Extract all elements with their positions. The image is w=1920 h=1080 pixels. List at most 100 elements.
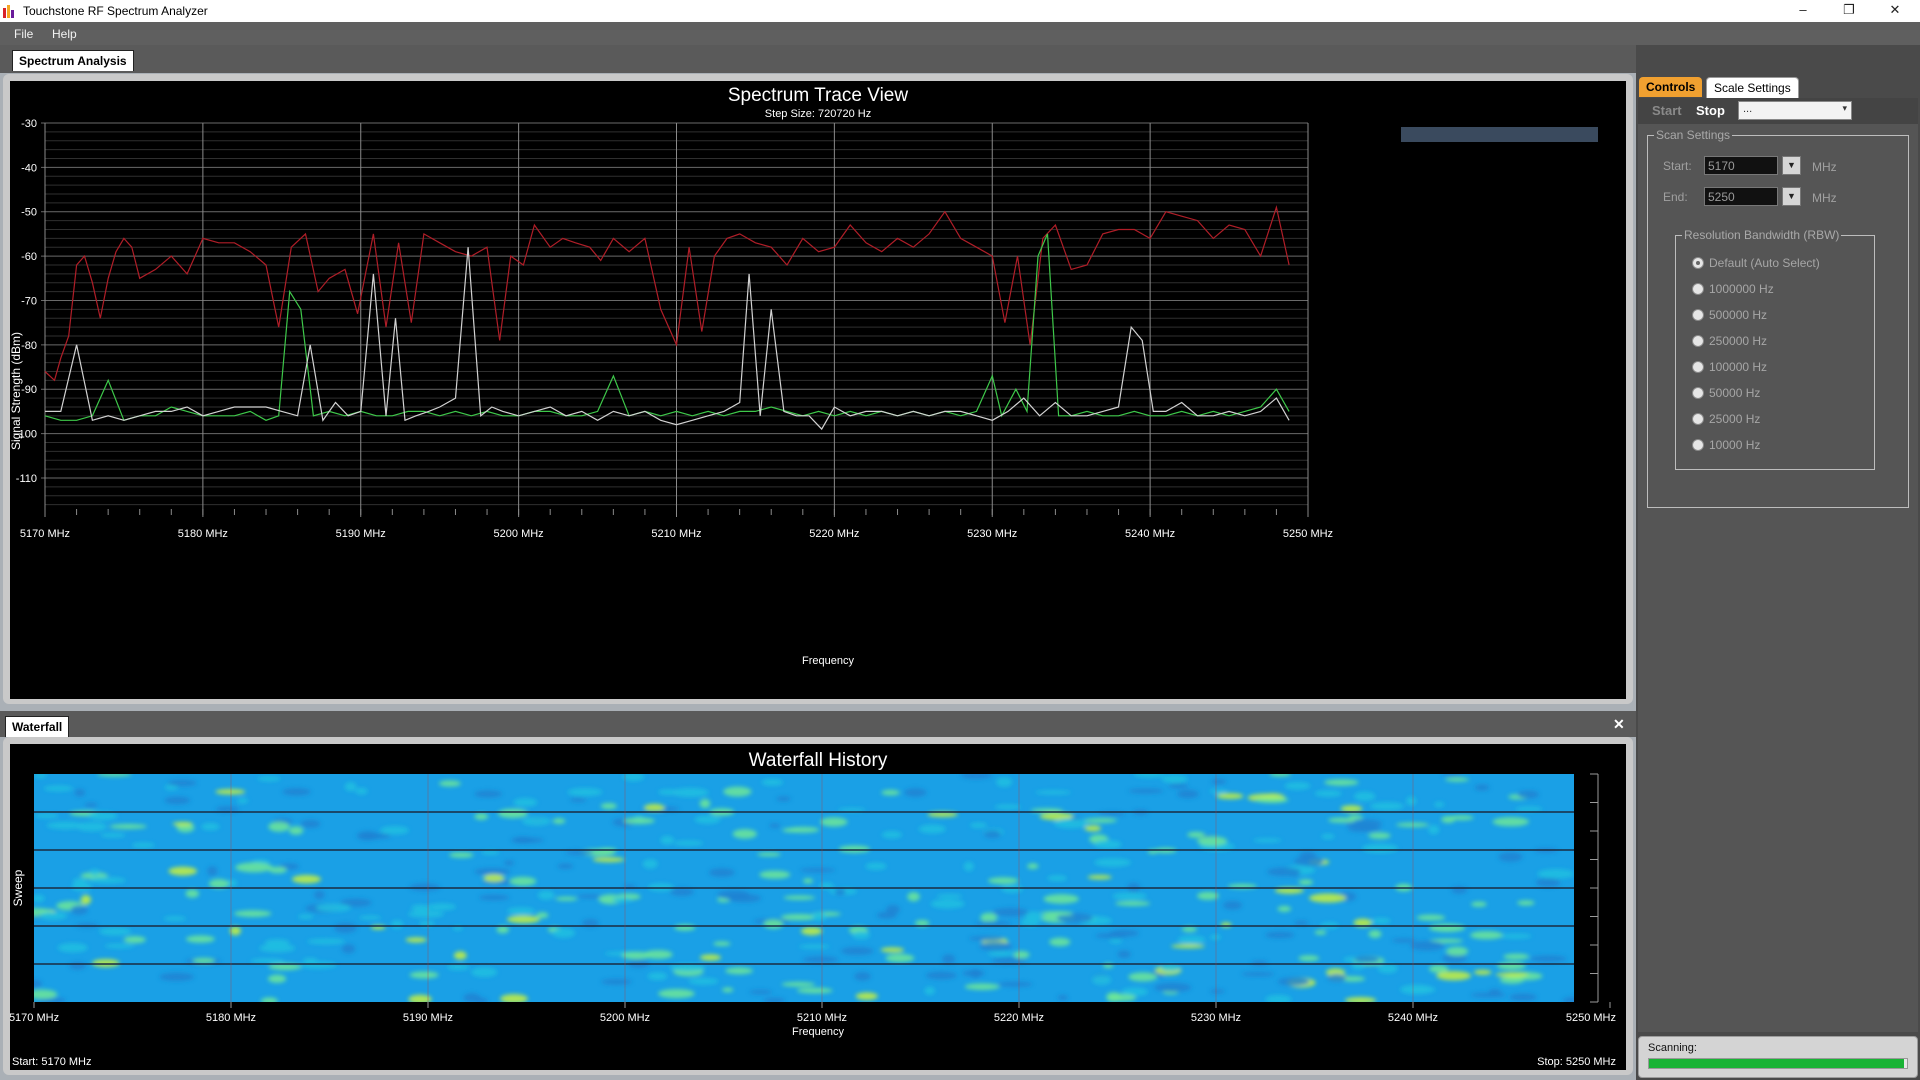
radio-dot[interactable]	[1692, 439, 1704, 451]
heatmap-cell	[1177, 789, 1199, 799]
heatmap-cell	[567, 788, 603, 797]
heatmap-cell	[1298, 879, 1314, 886]
heatmap-cell	[167, 779, 197, 787]
heatmap-cell	[537, 890, 555, 900]
heatmap-cell	[1251, 960, 1268, 966]
radio-dot[interactable]	[1692, 387, 1704, 399]
heatmap-cell	[1344, 997, 1377, 1002]
scan-status-panel: Scanning:	[1638, 1036, 1918, 1078]
radio-dot[interactable]	[1692, 257, 1704, 269]
heatmap-cell	[300, 819, 321, 828]
heatmap-cell	[34, 813, 59, 819]
menu-file[interactable]: File	[14, 27, 34, 41]
heatmap-cell	[510, 837, 544, 843]
x-tick-label: 5250 MHz	[1283, 528, 1333, 540]
heatmap-cell	[70, 905, 88, 915]
tab-scale-settings[interactable]: Scale Settings	[1706, 77, 1799, 98]
waterfall-start-label: Start: 5170 MHz	[12, 1056, 91, 1068]
radio-dot[interactable]	[1692, 309, 1704, 321]
heatmap-cell	[88, 877, 126, 884]
heatmap-cell	[507, 907, 535, 915]
heatmap-cell	[1441, 774, 1463, 777]
heatmap-cell	[1265, 931, 1295, 939]
spectrum-title: Spectrum Trace View	[728, 85, 909, 106]
waterfall-title: Waterfall History	[749, 750, 888, 771]
heatmap-cell	[234, 910, 272, 917]
heatmap-cell	[1187, 831, 1205, 838]
heatmap-cell	[984, 830, 1001, 839]
heatmap-cell	[1368, 930, 1382, 938]
heatmap-cell	[1474, 784, 1490, 791]
heatmap-cell	[463, 993, 481, 1002]
heatmap-cell	[694, 815, 721, 824]
radio-dot[interactable]	[1692, 335, 1704, 347]
heatmap-cell	[979, 941, 1013, 951]
minimize-button[interactable]: –	[1799, 2, 1807, 17]
spectrum-tick-labels: -30 -40 -50 -60 -70 -80 -90 -100 -110 5170 MHz 518…	[15, 118, 1333, 540]
heatmap-cell	[1094, 840, 1122, 849]
close-button[interactable]: ✕	[1889, 2, 1901, 17]
restore-button[interactable]: ❐	[1843, 2, 1855, 17]
end-freq-input[interactable]: 5250	[1704, 187, 1778, 206]
spectrum-grid	[41, 122, 1309, 517]
heatmap-cell	[1027, 863, 1039, 870]
heatmap-cell	[643, 803, 665, 812]
start-freq-input[interactable]: 5170	[1704, 156, 1778, 175]
menu-bar: File Help	[0, 22, 1920, 45]
end-freq-dropdown-button[interactable]: ▼	[1782, 187, 1801, 206]
start-freq-dropdown-button[interactable]: ▼	[1782, 156, 1801, 175]
heatmap-cell	[1121, 987, 1149, 997]
x-tick-label: 5240 MHz	[1388, 1012, 1438, 1024]
tab-spectrum-analysis[interactable]: Spectrum Analysis	[12, 50, 134, 71]
heatmap-cell	[474, 868, 511, 876]
heatmap-cell	[1434, 801, 1445, 808]
heatmap-cell	[582, 919, 599, 928]
y-tick-label: -70	[21, 295, 37, 307]
menu-help[interactable]: Help	[52, 27, 77, 41]
stop-button[interactable]: Stop	[1696, 103, 1725, 118]
heatmap-cell	[732, 829, 757, 839]
radio-dot[interactable]	[1692, 361, 1704, 373]
x-tick-label: 5230 MHz	[967, 528, 1017, 540]
scan-status-label: Scanning:	[1648, 1042, 1697, 1054]
heatmap-cell	[123, 936, 146, 944]
heatmap-cell	[642, 859, 658, 869]
heatmap-cell	[880, 947, 905, 953]
close-icon[interactable]: ✕	[1613, 716, 1625, 732]
radio-dot[interactable]	[1692, 283, 1704, 295]
heatmap-cell	[1345, 819, 1382, 829]
heatmap-cell	[1013, 951, 1030, 959]
heatmap-cell	[1449, 815, 1474, 821]
start-button[interactable]: Start	[1652, 103, 1682, 118]
tab-controls[interactable]: Controls	[1639, 77, 1703, 97]
heatmap-cell	[1314, 790, 1342, 797]
heatmap-cell	[557, 863, 574, 869]
heatmap-cell	[601, 978, 632, 985]
device-dropdown[interactable]: ... ▾	[1738, 101, 1852, 120]
heatmap-cell	[1053, 818, 1089, 829]
heatmap-cell	[1562, 996, 1574, 1002]
heatmap-cell	[1517, 790, 1539, 799]
heatmap-cell	[34, 894, 45, 903]
heatmap-cell	[74, 789, 86, 797]
heatmap-cell	[1039, 812, 1075, 821]
heatmap-cell	[192, 957, 216, 964]
heatmap-cell	[1354, 791, 1376, 802]
heatmap-cell	[1128, 788, 1164, 794]
heatmap-cell	[1181, 926, 1197, 932]
heatmap-cell	[885, 953, 915, 963]
heatmap-cell	[1043, 894, 1079, 904]
scan-progress-fill	[1649, 1059, 1905, 1068]
heatmap-cell	[757, 852, 781, 857]
heatmap-cell	[907, 892, 920, 902]
heatmap-cell	[834, 888, 846, 895]
tab-waterfall[interactable]: Waterfall	[5, 716, 70, 737]
heatmap-cell	[1092, 975, 1111, 985]
heatmap-cell	[780, 914, 818, 921]
heatmap-cell	[109, 824, 147, 829]
heatmap-cell	[257, 775, 281, 782]
heatmap-cell	[474, 813, 489, 820]
spectrum-y-axis-label: Signal Strength (dBm)	[10, 332, 23, 450]
radio-dot[interactable]	[1692, 413, 1704, 425]
waterfall-y-axis-label: Sweep	[11, 869, 25, 906]
